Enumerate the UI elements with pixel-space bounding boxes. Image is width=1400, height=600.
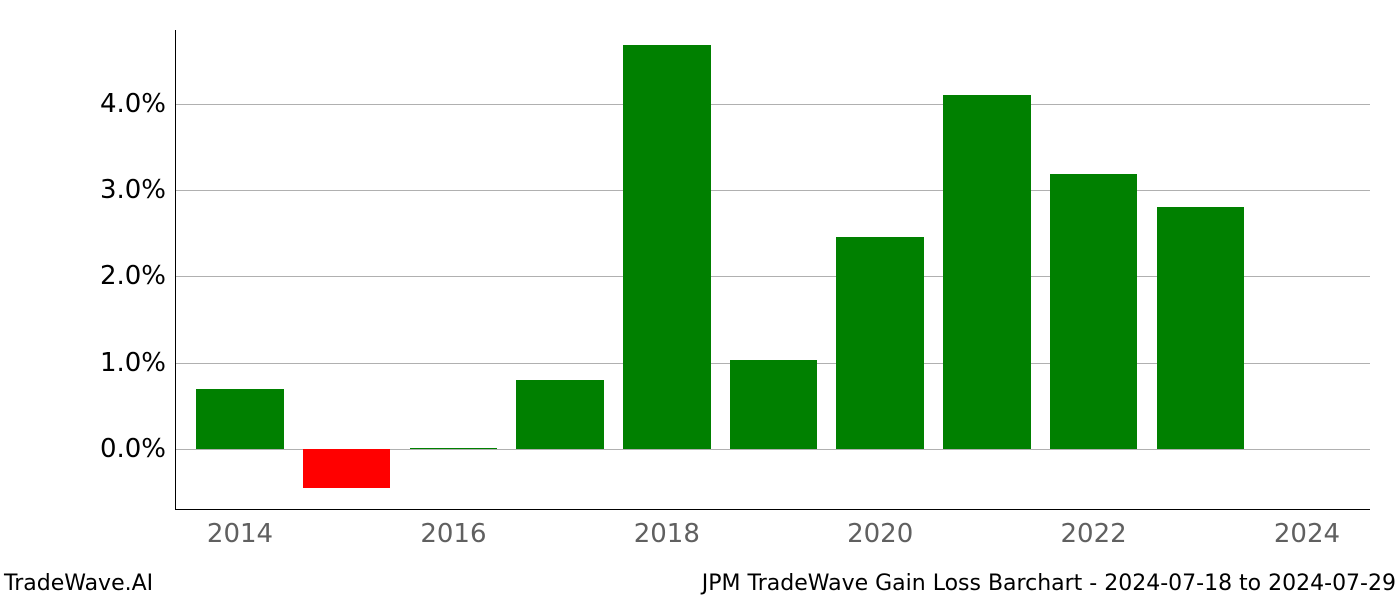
bar [730,360,817,449]
bar [623,45,710,450]
x-tick-label: 2018 [634,509,700,549]
brand-label: TradeWave.AI [4,571,153,596]
y-tick-label: 3.0% [100,175,176,205]
bar [196,389,283,450]
x-tick-label: 2022 [1060,509,1126,549]
y-gridline [176,104,1370,105]
gain-loss-barchart: 0.0% 1.0% 2.0% 3.0% 4.0% 2014 2016 2018 2020 2022… [0,0,1400,600]
y-tick-label: 2.0% [100,261,176,291]
bar [516,380,603,449]
plot-area: 0.0%1.0%2.0%3.0%4.0%20142016201820202022… [175,30,1370,510]
y-tick-label: 0.0% [100,434,176,464]
x-tick-label: 2024 [1274,509,1340,549]
bar [1050,174,1137,450]
y-tick-label: 4.0% [100,89,176,119]
x-tick-label: 2016 [420,509,486,549]
bar [410,448,497,450]
bar [943,95,1030,450]
y-gridline [176,190,1370,191]
bar [1157,207,1244,449]
x-tick-label: 2020 [847,509,913,549]
chart-title-footer: JPM TradeWave Gain Loss Barchart - 2024-… [702,571,1396,596]
y-tick-label: 1.0% [100,348,176,378]
x-tick-label: 2014 [207,509,273,549]
bar [303,449,390,488]
bar [836,237,923,450]
